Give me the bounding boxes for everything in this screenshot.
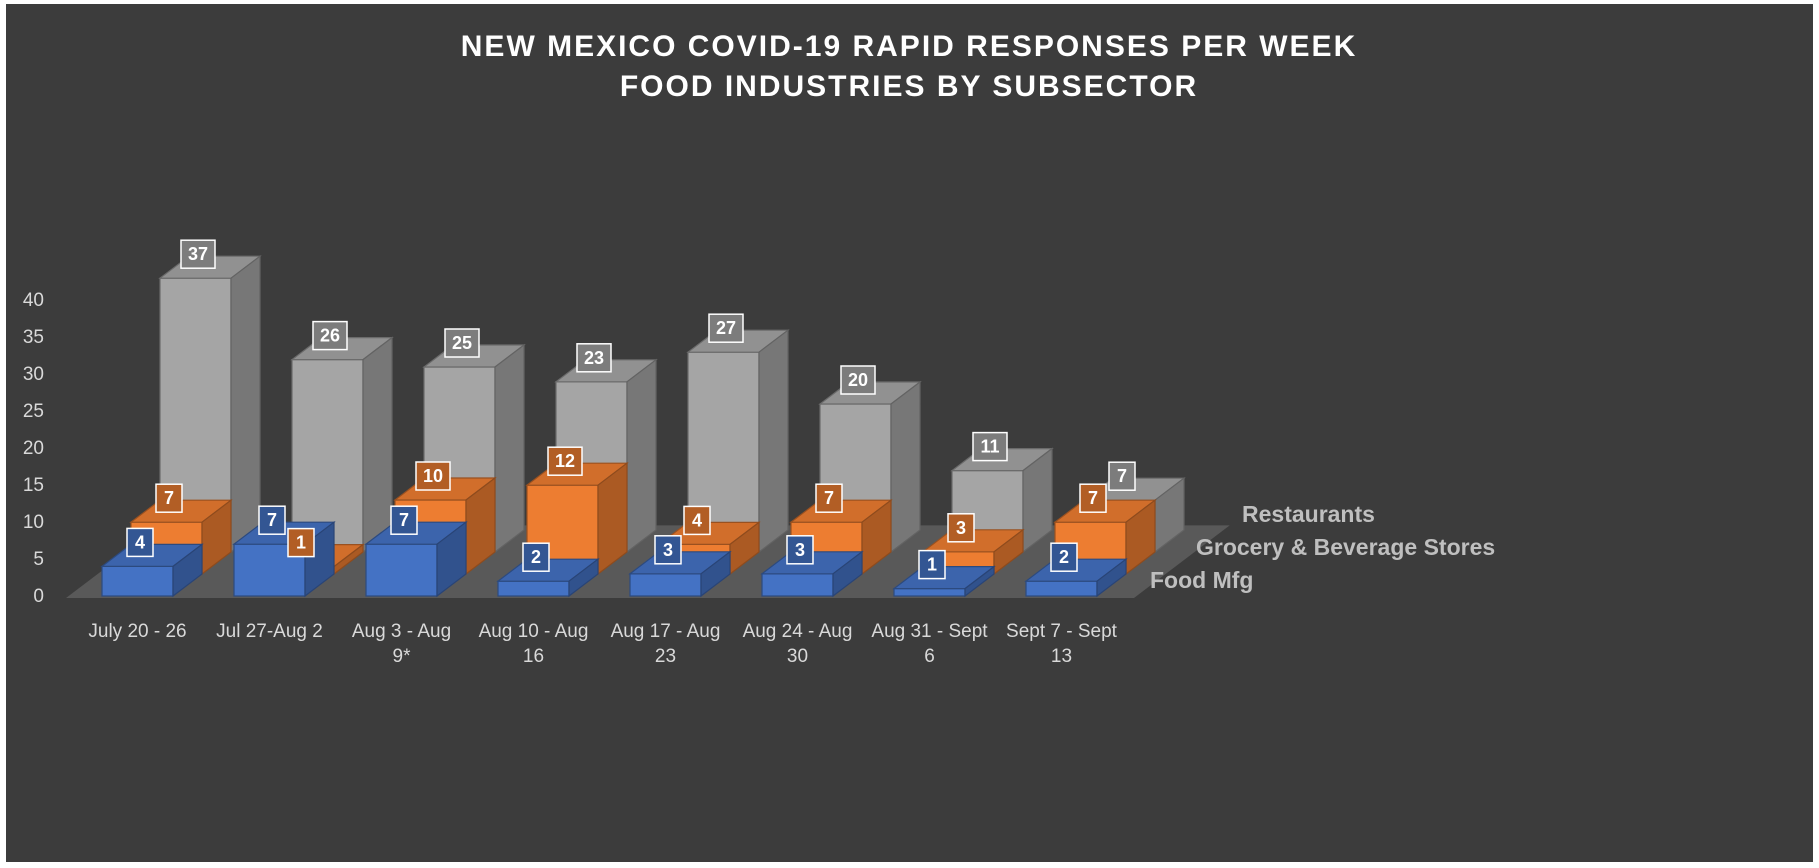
data-label-restaurants: 37: [180, 239, 216, 269]
svg-text:4: 4: [692, 510, 702, 530]
data-label-restaurants: 27: [708, 313, 744, 343]
chart-svg: NEW MEXICO COVID-19 RAPID RESPONSES PER …: [23, 30, 1495, 667]
bar-food-mfg: [100, 543, 204, 598]
chart-frame: NEW MEXICO COVID-19 RAPID RESPONSES PER …: [6, 4, 1813, 862]
svg-text:7: 7: [1088, 488, 1098, 508]
y-axis-ticks: 0 5 10 15 20 25 30 35 40: [23, 290, 44, 607]
data-label-restaurants: 26: [312, 320, 348, 351]
data-label-grocery-beverage-stores: 7: [815, 483, 843, 513]
data-label-food-mfg: 3: [654, 535, 682, 565]
data-label-grocery-beverage-stores: 12: [547, 446, 583, 476]
y-tick-label: 25: [23, 401, 44, 422]
x-category-label: Sept 7 - Sept 13: [1006, 621, 1118, 667]
svg-text:10: 10: [423, 466, 443, 486]
data-label-food-mfg: 2: [522, 542, 550, 572]
x-category-label: Aug 10 - Aug 16: [479, 621, 589, 667]
x-category-label: Aug 31 - Sept 6: [871, 621, 988, 667]
data-label-restaurants: 25: [444, 328, 480, 358]
svg-text:11: 11: [980, 437, 999, 457]
data-label-food-mfg: 7: [390, 505, 418, 535]
svg-text:37: 37: [188, 244, 208, 264]
svg-text:3: 3: [795, 540, 805, 560]
data-label-food-mfg: 1: [918, 549, 946, 580]
svg-text:3: 3: [663, 540, 673, 560]
svg-text:23: 23: [584, 348, 604, 368]
svg-text:27: 27: [716, 318, 736, 338]
svg-text:20: 20: [848, 370, 868, 390]
series-label-grocery-beverage-stores: Grocery & Beverage Stores: [1196, 534, 1495, 560]
x-category-label: Aug 17 - Aug 23: [611, 621, 721, 667]
data-label-grocery-beverage-stores: 3: [947, 513, 975, 543]
chart-title: NEW MEXICO COVID-19 RAPID RESPONSES PER …: [461, 30, 1357, 103]
data-label-grocery-beverage-stores: 4: [683, 505, 711, 536]
y-tick-label: 0: [33, 586, 44, 607]
series-axis-labels: Food Mfg Grocery & Beverage Stores Restaur…: [1150, 501, 1495, 593]
svg-text:25: 25: [452, 333, 472, 353]
data-label-food-mfg: 7: [258, 505, 286, 535]
x-axis-categories: July 20 - 26 Jul 27-Aug 2 Aug 3 - Aug 9* Aug…: [88, 621, 1117, 667]
x-category-label: Jul 27-Aug 2: [216, 621, 323, 642]
svg-text:3: 3: [956, 518, 966, 538]
y-tick-label: 15: [23, 475, 44, 496]
y-tick-label: 35: [23, 327, 44, 348]
svg-text:1: 1: [927, 555, 937, 575]
svg-text:4: 4: [135, 532, 145, 552]
svg-text:2: 2: [1059, 547, 1069, 567]
data-label-restaurants: 7: [1108, 461, 1136, 491]
y-tick-label: 40: [23, 290, 44, 311]
x-category-label: July 20 - 26: [88, 621, 186, 642]
chart-title-line-2: FOOD INDUSTRIES BY SUBSECTOR: [620, 70, 1198, 103]
series-label-restaurants: Restaurants: [1242, 501, 1375, 527]
data-label-food-mfg: 4: [126, 527, 154, 558]
svg-text:2: 2: [531, 547, 541, 567]
chart-title-line-1: NEW MEXICO COVID-19 RAPID RESPONSES PER …: [461, 30, 1357, 63]
svg-text:12: 12: [555, 451, 575, 471]
x-category-label: Aug 24 - Aug 30: [743, 621, 853, 667]
svg-text:26: 26: [320, 326, 340, 346]
y-tick-label: 30: [23, 364, 44, 385]
data-label-restaurants: 20: [840, 365, 876, 395]
y-tick-label: 10: [23, 512, 44, 533]
svg-text:7: 7: [1117, 466, 1127, 486]
svg-text:7: 7: [267, 510, 277, 530]
svg-text:7: 7: [824, 488, 834, 508]
svg-text:7: 7: [164, 488, 174, 508]
data-label-grocery-beverage-stores: 7: [1079, 483, 1107, 513]
y-tick-label: 5: [33, 549, 44, 570]
data-label-grocery-beverage-stores: 1: [287, 527, 315, 558]
data-label-grocery-beverage-stores: 7: [155, 483, 183, 513]
svg-text:7: 7: [399, 510, 409, 530]
y-tick-label: 20: [23, 438, 44, 459]
data-label-restaurants: 11: [972, 431, 1008, 462]
x-category-label: Aug 3 - Aug 9*: [352, 621, 451, 667]
data-label-food-mfg: 3: [786, 535, 814, 565]
svg-text:1: 1: [296, 533, 306, 553]
series-label-food-mfg: Food Mfg: [1150, 567, 1253, 593]
bar-restaurants: [290, 336, 394, 554]
data-label-grocery-beverage-stores: 10: [415, 461, 451, 491]
data-label-restaurants: 23: [576, 343, 612, 373]
data-label-food-mfg: 2: [1050, 542, 1078, 572]
